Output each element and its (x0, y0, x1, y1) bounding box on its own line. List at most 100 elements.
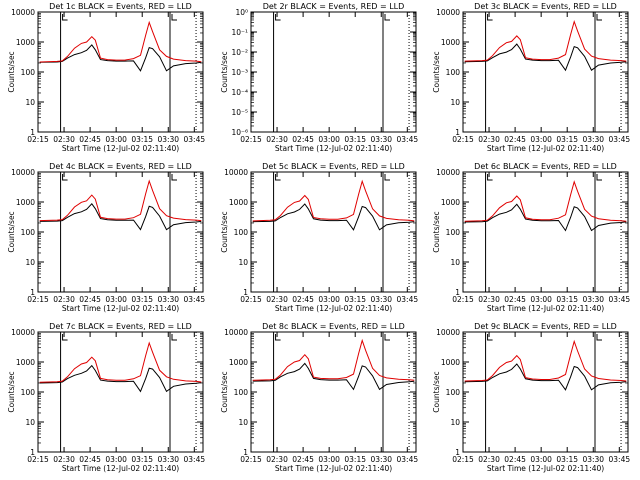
y-axis-label: Counts/sec (432, 211, 441, 252)
y-tick-label: 1000 (16, 358, 35, 367)
series-line-events (464, 203, 627, 232)
y-tick-label: 10000 (11, 8, 35, 17)
marker-bracket (275, 14, 281, 21)
x-tick-label: 02:45 (292, 135, 314, 144)
x-tick-label: 02:15 (452, 295, 474, 304)
x-tick-label: 02:15 (240, 455, 262, 464)
x-tick-label: 02:15 (27, 295, 49, 304)
series-line-lld (464, 19, 627, 62)
x-tick-label: 02:15 (27, 135, 49, 144)
series-line-events (464, 43, 627, 72)
y-axis-label: Counts/sec (220, 211, 229, 252)
plot-frame (250, 331, 417, 453)
x-tick-label: 03:15 (556, 135, 578, 144)
y-tick-label: 100 (234, 388, 249, 397)
marker-bracket (384, 14, 390, 21)
x-tick-label: 02:45 (504, 455, 526, 464)
x-tick-label: 02:45 (79, 455, 101, 464)
x-tick-label: 03:30 (370, 455, 392, 464)
x-tick-label: 02:45 (504, 135, 526, 144)
x-tick-label: 03:00 (318, 455, 340, 464)
chart-title: Det 9c BLACK = Events, RED = LLD (474, 322, 617, 331)
x-axis-label: Start Time (12-Jul-02 02:11:40) (487, 304, 604, 313)
marker-bracket (384, 174, 390, 181)
marker-bracket (171, 174, 177, 181)
y-tick-label: 1 (30, 128, 35, 137)
x-axis-label: Start Time (12-Jul-02 02:11:40) (62, 304, 179, 313)
marker-bracket (171, 334, 177, 341)
plot-frame (462, 331, 629, 453)
y-tick-label: 10 (25, 418, 35, 427)
y-tick-label: 10000 (436, 168, 460, 177)
x-tick-label: 02:15 (240, 295, 262, 304)
y-tick-label: 10 (25, 98, 35, 107)
series-line-events (464, 363, 627, 391)
x-tick-label: 02:30 (266, 135, 288, 144)
y-tick-label: 10⁻¹ (231, 28, 248, 37)
marker-bracket (62, 14, 68, 21)
x-tick-label: 03:00 (530, 135, 552, 144)
y-tick-label: 1 (455, 448, 460, 457)
x-tick-label: 03:15 (131, 135, 153, 144)
y-tick-label: 10000 (224, 328, 248, 337)
x-tick-label: 02:45 (292, 455, 314, 464)
y-tick-label: 1 (30, 448, 35, 457)
x-tick-label: 02:30 (266, 455, 288, 464)
x-tick-label: 02:15 (240, 135, 262, 144)
x-tick-label: 03:45 (397, 135, 419, 144)
y-tick-label: 10000 (11, 328, 35, 337)
y-tick-label: 1000 (441, 38, 460, 47)
marker-bracket (487, 14, 493, 21)
chart-title: Det 8c BLACK = Events, RED = LLD (262, 322, 405, 331)
y-axis-label: Counts/sec (432, 51, 441, 92)
series-line-events (39, 364, 202, 393)
x-axis-label: Start Time (12-Jul-02 02:11:40) (487, 144, 604, 153)
y-axis-label: Counts/sec (7, 51, 16, 92)
x-tick-label: 03:00 (530, 295, 552, 304)
plot-frame (250, 11, 417, 133)
chart-panel-7: Det 7c BLACK = Events, RED = LLD 02:15 02:… (7, 322, 205, 473)
x-axis-label: Start Time (12-Jul-02 02:11:40) (275, 144, 392, 153)
plot-frame (250, 171, 417, 293)
y-axis-label: Counts/sec (7, 371, 16, 412)
series-line-lld (39, 20, 202, 63)
series-line-lld (252, 338, 415, 381)
chart-title: Det 1c BLACK = Events, RED = LLD (49, 2, 192, 11)
series-line-events (252, 362, 415, 391)
x-tick-label: 03:15 (344, 135, 366, 144)
x-tick-label: 03:15 (556, 455, 578, 464)
x-tick-label: 03:30 (370, 295, 392, 304)
y-tick-label: 10000 (436, 8, 460, 17)
series-line-lld (39, 179, 202, 222)
chart-panel-4: Det 4c BLACK = Events, RED = LLD 02:15 02:… (7, 162, 205, 313)
chart-title: Det 6c BLACK = Events, RED = LLD (474, 162, 617, 171)
y-tick-label: 1000 (229, 358, 248, 367)
marker-bracket (275, 334, 281, 341)
x-tick-label: 02:15 (27, 455, 49, 464)
series-line-lld (252, 179, 415, 222)
x-axis-label: Start Time (12-Jul-02 02:11:40) (487, 464, 604, 473)
plot-frame (37, 171, 204, 293)
x-tick-label: 02:30 (53, 135, 75, 144)
x-axis-label: Start Time (12-Jul-02 02:11:40) (62, 464, 179, 473)
chart-panel-9: Det 9c BLACK = Events, RED = LLD 02:15 02:… (432, 322, 630, 473)
marker-bracket (596, 334, 602, 341)
y-tick-label: 100 (21, 388, 36, 397)
x-tick-label: 03:45 (184, 455, 206, 464)
x-tick-label: 03:30 (582, 135, 604, 144)
chart-title: Det 7c BLACK = Events, RED = LLD (49, 322, 192, 331)
series-line-lld (464, 339, 627, 382)
x-tick-label: 03:00 (105, 455, 127, 464)
x-tick-label: 02:15 (452, 455, 474, 464)
x-tick-label: 03:00 (318, 135, 340, 144)
y-axis-label: Counts/sec (220, 371, 229, 412)
x-tick-label: 03:30 (157, 455, 179, 464)
y-tick-label: 1 (243, 288, 248, 297)
x-tick-label: 02:30 (478, 135, 500, 144)
plot-frame (37, 11, 204, 133)
chart-panel-6: Det 6c BLACK = Events, RED = LLD 02:15 02:… (432, 162, 630, 313)
chart-panel-5: Det 5c BLACK = Events, RED = LLD 02:15 02:… (220, 162, 418, 313)
y-tick-label: 1000 (16, 198, 35, 207)
x-tick-label: 03:00 (105, 295, 127, 304)
y-tick-label: 100 (446, 388, 461, 397)
